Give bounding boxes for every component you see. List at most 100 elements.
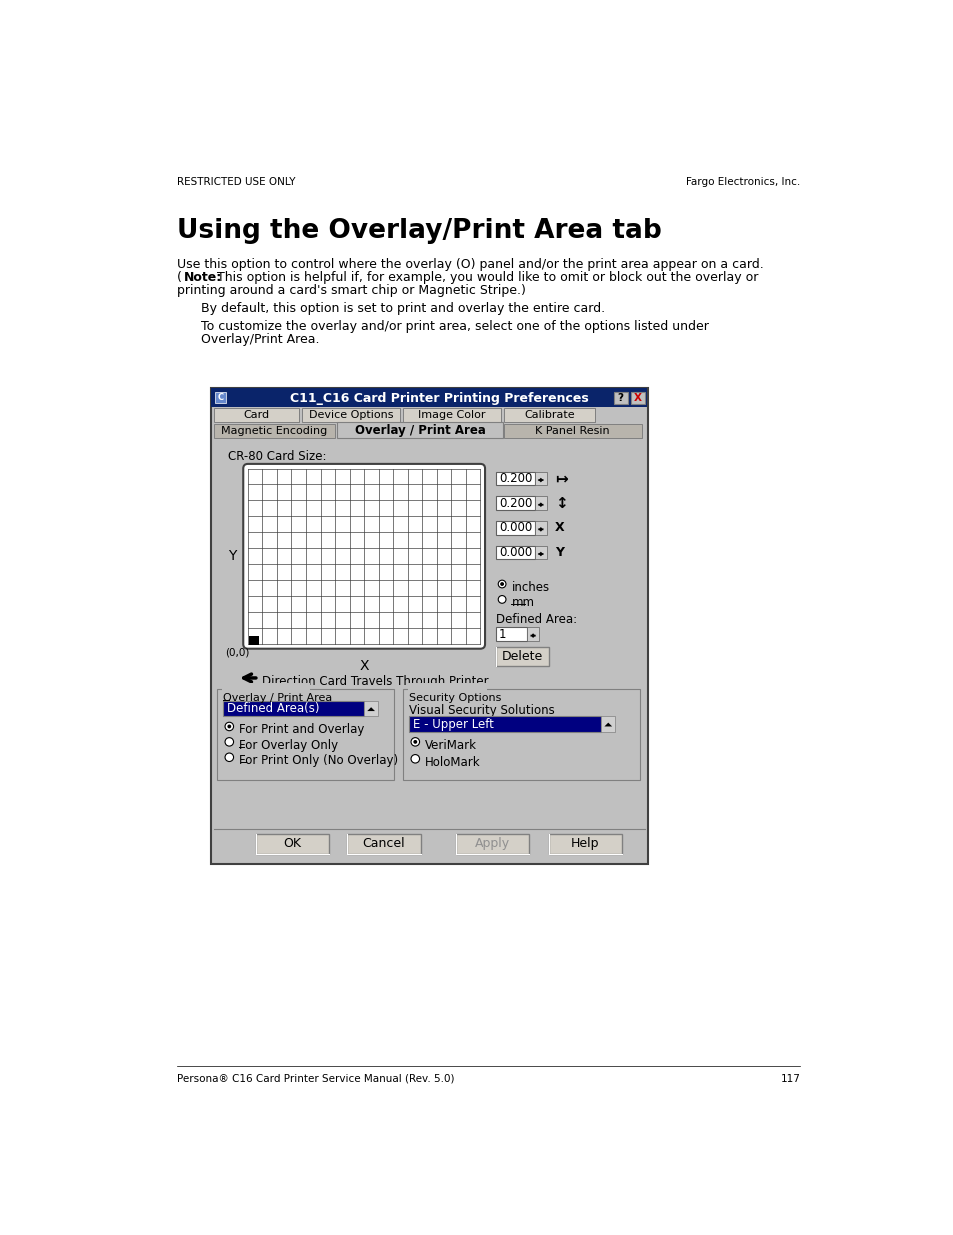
Bar <box>402 689 639 779</box>
Text: Overlay / Print Area: Overlay / Print Area <box>223 693 332 703</box>
Text: RESTRICTED USE ONLY: RESTRICTED USE ONLY <box>177 178 295 188</box>
Bar <box>526 627 538 641</box>
Bar <box>213 424 335 437</box>
Text: Card: Card <box>243 410 269 420</box>
Text: This option is helpful if, for example, you would like to omit or block out the : This option is helpful if, for example, … <box>209 272 758 284</box>
Bar <box>534 546 546 559</box>
Text: 1: 1 <box>498 627 506 641</box>
Bar <box>249 636 258 645</box>
FancyBboxPatch shape <box>243 464 484 648</box>
Bar <box>409 716 600 732</box>
Text: (: ( <box>177 272 182 284</box>
Circle shape <box>411 755 419 763</box>
Polygon shape <box>537 527 543 530</box>
Text: K Panel Resin: K Panel Resin <box>535 426 609 436</box>
Circle shape <box>413 740 416 743</box>
Text: 0.200: 0.200 <box>498 472 532 485</box>
Bar <box>456 834 529 853</box>
Text: Using the Overlay/Print Area tab: Using the Overlay/Print Area tab <box>177 217 661 243</box>
Polygon shape <box>604 722 612 726</box>
Text: Persona® C16 Card Printer Service Manual (Rev. 5.0): Persona® C16 Card Printer Service Manual… <box>177 1073 455 1084</box>
Polygon shape <box>537 478 543 480</box>
Bar <box>496 546 534 559</box>
Text: mm: mm <box>511 597 534 609</box>
Bar <box>215 393 226 403</box>
Bar <box>216 689 394 779</box>
Circle shape <box>225 753 233 762</box>
Text: Y: Y <box>555 546 563 559</box>
Text: Image Color: Image Color <box>417 410 485 420</box>
Text: VeriMark: VeriMark <box>424 739 476 752</box>
Text: Delete: Delete <box>501 650 542 663</box>
Polygon shape <box>530 634 536 636</box>
Text: For Print Only (No Overlay): For Print Only (No Overlay) <box>238 755 397 767</box>
Polygon shape <box>537 529 543 531</box>
Text: 117: 117 <box>780 1073 800 1084</box>
Text: X: X <box>359 659 369 673</box>
Bar <box>534 472 546 485</box>
Circle shape <box>411 737 419 746</box>
Bar <box>213 408 298 422</box>
Bar <box>534 496 546 510</box>
Bar <box>548 834 621 853</box>
Text: ↦: ↦ <box>555 471 567 487</box>
Bar <box>336 421 502 438</box>
Text: Cancel: Cancel <box>362 837 404 850</box>
Text: X: X <box>633 394 641 404</box>
Bar <box>496 496 534 510</box>
Text: Device Options: Device Options <box>309 410 393 420</box>
Bar <box>223 701 364 716</box>
Text: Security Options: Security Options <box>409 693 501 703</box>
Text: ?: ? <box>617 394 623 404</box>
Text: 0.000: 0.000 <box>498 521 532 535</box>
Text: Apply: Apply <box>474 837 509 850</box>
Bar <box>402 408 500 422</box>
Bar <box>503 424 641 437</box>
Text: ↕: ↕ <box>555 495 567 510</box>
Text: Help: Help <box>570 837 598 850</box>
Text: printing around a card's smart chip or Magnetic Stripe.): printing around a card's smart chip or M… <box>177 284 526 298</box>
Bar <box>302 408 399 422</box>
Text: 0.200: 0.200 <box>498 496 532 510</box>
Bar <box>221 683 310 693</box>
Bar <box>496 647 548 666</box>
Bar <box>407 683 486 693</box>
Bar <box>496 472 534 485</box>
Circle shape <box>499 582 503 585</box>
Text: HoloMark: HoloMark <box>424 756 479 768</box>
Bar <box>600 716 615 732</box>
Bar <box>364 701 377 716</box>
Polygon shape <box>537 479 543 483</box>
Circle shape <box>225 737 233 746</box>
Text: Fargo Electronics, Inc.: Fargo Electronics, Inc. <box>685 178 800 188</box>
Bar <box>211 389 647 864</box>
Text: Overlay / Print Area: Overlay / Print Area <box>355 425 485 437</box>
Polygon shape <box>537 504 543 508</box>
Bar <box>534 521 546 535</box>
Text: OK: OK <box>283 837 301 850</box>
Text: (0,0): (0,0) <box>224 647 249 657</box>
Polygon shape <box>537 552 543 555</box>
Polygon shape <box>537 503 543 505</box>
Text: inches: inches <box>511 580 549 594</box>
Text: Overlay/Print Area.: Overlay/Print Area. <box>200 333 319 346</box>
Bar <box>496 627 526 641</box>
Bar <box>347 834 420 853</box>
Bar <box>496 521 534 535</box>
Bar <box>213 808 644 834</box>
Text: CR-80 Card Size:: CR-80 Card Size: <box>228 450 326 463</box>
Text: To customize the overlay and/or print area, select one of the options listed und: To customize the overlay and/or print ar… <box>200 320 708 333</box>
Text: Note:: Note: <box>184 272 222 284</box>
Text: Visual Security Solutions: Visual Security Solutions <box>409 704 555 718</box>
Text: For Overlay Only: For Overlay Only <box>238 739 337 752</box>
Text: E - Upper Left: E - Upper Left <box>413 718 494 731</box>
Bar <box>212 389 646 406</box>
Text: 0.000: 0.000 <box>498 546 532 559</box>
Circle shape <box>225 722 233 731</box>
Text: Magnetic Encoding: Magnetic Encoding <box>221 426 327 436</box>
Bar <box>255 834 329 853</box>
Text: Defined Area(s): Defined Area(s) <box>227 703 319 715</box>
Polygon shape <box>367 708 375 711</box>
Bar <box>613 391 627 404</box>
Bar <box>630 391 644 404</box>
